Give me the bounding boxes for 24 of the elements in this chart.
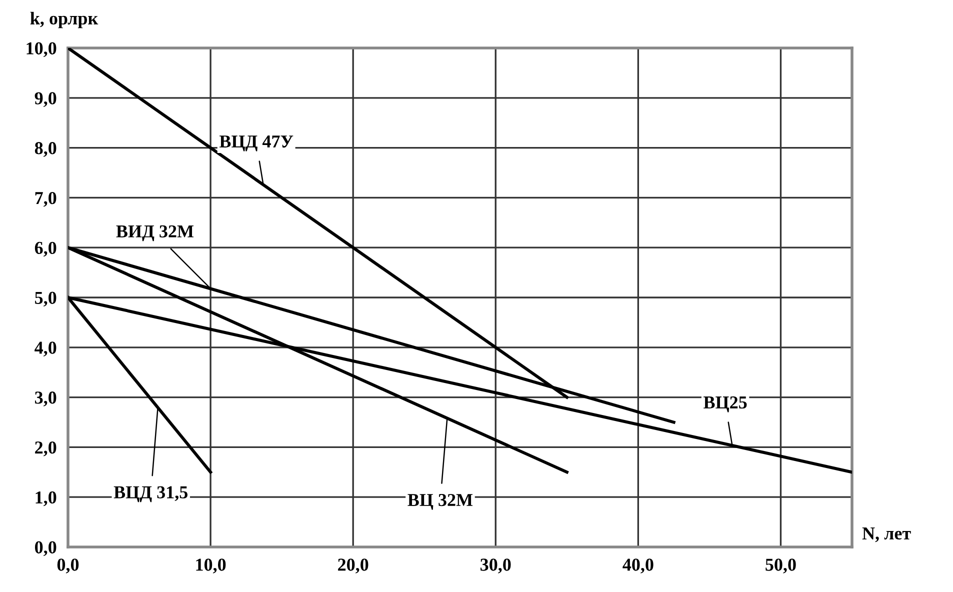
annotation: ВИД 32М [116, 225, 194, 242]
y-tick-label: 8,0 [34, 142, 56, 157]
annotation: ВЦД 31,5 [114, 486, 188, 502]
y-tick-label: 1,0 [36, 491, 56, 506]
annotation: ВЦД 47У [219, 136, 294, 152]
y-tick-label: 5,0 [35, 292, 56, 307]
y-tick-label: 2,0 [35, 441, 56, 456]
annotation: ВЦ25 [704, 396, 747, 412]
y-tick-label: 6,0 [34, 242, 56, 257]
y-tick-label: 3,0 [35, 392, 56, 406]
x-tick-label: 10,0 [196, 558, 226, 574]
y-tick-label: 7,0 [35, 192, 56, 207]
x-tick-label: 0,0 [57, 558, 79, 574]
x-tick-label: 20,0 [338, 558, 368, 574]
y-axis-title: k, орлрк [30, 12, 98, 28]
x-tick-label: 30,0 [480, 558, 511, 574]
annotation: ВЦ 32М [408, 494, 473, 510]
x-axis-title: N, лет [862, 528, 911, 542]
y-tick-label: 10,0 [26, 42, 56, 58]
y-tick-label: 4,0 [34, 342, 56, 356]
y-tick-label: 9,0 [34, 92, 56, 107]
x-tick-label: 40,0 [622, 558, 654, 574]
x-tick-label: 50,0 [766, 558, 796, 574]
y-tick-label: 0,0 [35, 541, 56, 556]
